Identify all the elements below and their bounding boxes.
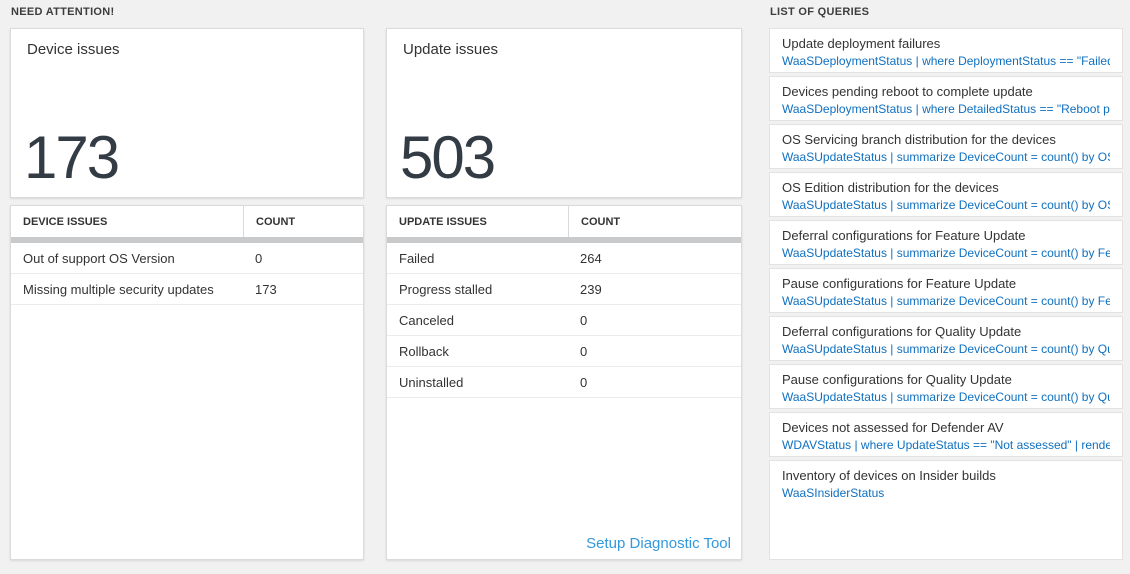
update-issues-title: Update issues bbox=[403, 41, 499, 58]
query-title: Devices pending reboot to complete updat… bbox=[782, 84, 1033, 99]
query-list-item[interactable]: Devices not assessed for Defender AV WDA… bbox=[769, 412, 1123, 457]
device-issues-count: 173 bbox=[24, 124, 120, 191]
query-text: WaaSUpdateStatus | summarize DeviceCount… bbox=[782, 342, 1110, 356]
issue-count: 264 bbox=[580, 250, 602, 266]
device-issues-col-header: DEVICE ISSUES bbox=[23, 215, 108, 228]
issue-label: Failed bbox=[399, 250, 435, 266]
issue-count: 0 bbox=[580, 374, 588, 390]
issue-label: Progress stalled bbox=[399, 281, 493, 297]
query-title: Deferral configurations for Feature Upda… bbox=[782, 228, 1026, 243]
table-row[interactable]: Out of support OS Version 0 bbox=[11, 243, 363, 274]
issue-label: Uninstalled bbox=[399, 374, 464, 390]
query-title: OS Servicing branch distribution for the… bbox=[782, 132, 1056, 147]
update-count-col-header: COUNT bbox=[568, 206, 741, 237]
update-issues-col-header: UPDATE ISSUES bbox=[399, 215, 487, 228]
device-issues-table-header: DEVICE ISSUES COUNT bbox=[11, 206, 363, 237]
table-row[interactable]: Canceled 0 bbox=[387, 305, 741, 336]
issue-label: Canceled bbox=[399, 312, 454, 328]
issue-count: 0 bbox=[580, 343, 588, 359]
query-list-item[interactable]: Devices pending reboot to complete updat… bbox=[769, 76, 1123, 121]
issue-count: 0 bbox=[580, 312, 588, 328]
query-title: Update deployment failures bbox=[782, 36, 941, 51]
issue-label: Missing multiple security updates bbox=[23, 281, 214, 297]
issue-count: 173 bbox=[255, 281, 277, 297]
table-divider-bar bbox=[11, 237, 363, 243]
query-text: WaaSUpdateStatus | summarize DeviceCount… bbox=[782, 390, 1110, 404]
query-text: WaaSDeploymentStatus | where DetailedSta… bbox=[782, 102, 1110, 116]
issue-count: 0 bbox=[255, 250, 263, 266]
query-list-item[interactable]: Deferral configurations for Feature Upda… bbox=[769, 220, 1123, 265]
query-list-item[interactable]: Inventory of devices on Insider builds W… bbox=[769, 460, 1123, 560]
query-list-item[interactable]: OS Edition distribution for the devices … bbox=[769, 172, 1123, 217]
device-issues-tile[interactable]: Device issues 173 bbox=[10, 28, 364, 198]
query-title: Pause configurations for Feature Update bbox=[782, 276, 1017, 291]
query-list-item[interactable]: Deferral configurations for Quality Upda… bbox=[769, 316, 1123, 361]
query-list-item[interactable]: OS Servicing branch distribution for the… bbox=[769, 124, 1123, 169]
device-issues-table: DEVICE ISSUES COUNT Out of support OS Ve… bbox=[10, 205, 364, 560]
issue-label: Rollback bbox=[399, 343, 449, 359]
query-text: WaaSDeploymentStatus | where DeploymentS… bbox=[782, 54, 1110, 68]
need-attention-heading: NEED ATTENTION! bbox=[11, 6, 115, 18]
issue-count: 239 bbox=[580, 281, 602, 297]
query-text: WaaSUpdateStatus | summarize DeviceCount… bbox=[782, 198, 1110, 212]
table-row[interactable]: Failed 264 bbox=[387, 243, 741, 274]
query-title: Inventory of devices on Insider builds bbox=[782, 468, 996, 483]
device-count-col-header: COUNT bbox=[243, 206, 363, 237]
issue-label: Out of support OS Version bbox=[23, 250, 175, 266]
table-row[interactable]: Uninstalled 0 bbox=[387, 367, 741, 398]
query-title: Devices not assessed for Defender AV bbox=[782, 420, 1004, 435]
update-issues-table-header: UPDATE ISSUES COUNT bbox=[387, 206, 741, 237]
query-text: WDAVStatus | where UpdateStatus == "Not … bbox=[782, 438, 1110, 452]
query-text: WaaSUpdateStatus | summarize DeviceCount… bbox=[782, 150, 1110, 164]
query-text: WaaSUpdateStatus | summarize DeviceCount… bbox=[782, 294, 1110, 308]
table-row[interactable]: Rollback 0 bbox=[387, 336, 741, 367]
query-text: WaaSInsiderStatus bbox=[782, 486, 885, 500]
query-list-item[interactable]: Update deployment failures WaaSDeploymen… bbox=[769, 28, 1123, 73]
setup-diagnostic-tool-link[interactable]: Setup Diagnostic Tool bbox=[586, 535, 731, 552]
device-issues-title: Device issues bbox=[27, 41, 120, 58]
query-text: WaaSUpdateStatus | summarize DeviceCount… bbox=[782, 246, 1110, 260]
query-title: OS Edition distribution for the devices bbox=[782, 180, 999, 195]
table-divider-bar bbox=[387, 237, 741, 243]
update-issues-table: UPDATE ISSUES COUNT Failed 264 Progress … bbox=[386, 205, 742, 560]
query-list-item[interactable]: Pause configurations for Feature Update … bbox=[769, 268, 1123, 313]
table-row[interactable]: Progress stalled 239 bbox=[387, 274, 741, 305]
query-title: Pause configurations for Quality Update bbox=[782, 372, 1012, 387]
update-issues-count: 503 bbox=[400, 124, 496, 191]
query-list-item[interactable]: Pause configurations for Quality Update … bbox=[769, 364, 1123, 409]
list-of-queries-heading: LIST OF QUERIES bbox=[770, 6, 870, 18]
table-row[interactable]: Missing multiple security updates 173 bbox=[11, 274, 363, 305]
queries-panel: Update deployment failures WaaSDeploymen… bbox=[769, 28, 1123, 560]
update-issues-tile[interactable]: Update issues 503 bbox=[386, 28, 742, 198]
query-title: Deferral configurations for Quality Upda… bbox=[782, 324, 1022, 339]
